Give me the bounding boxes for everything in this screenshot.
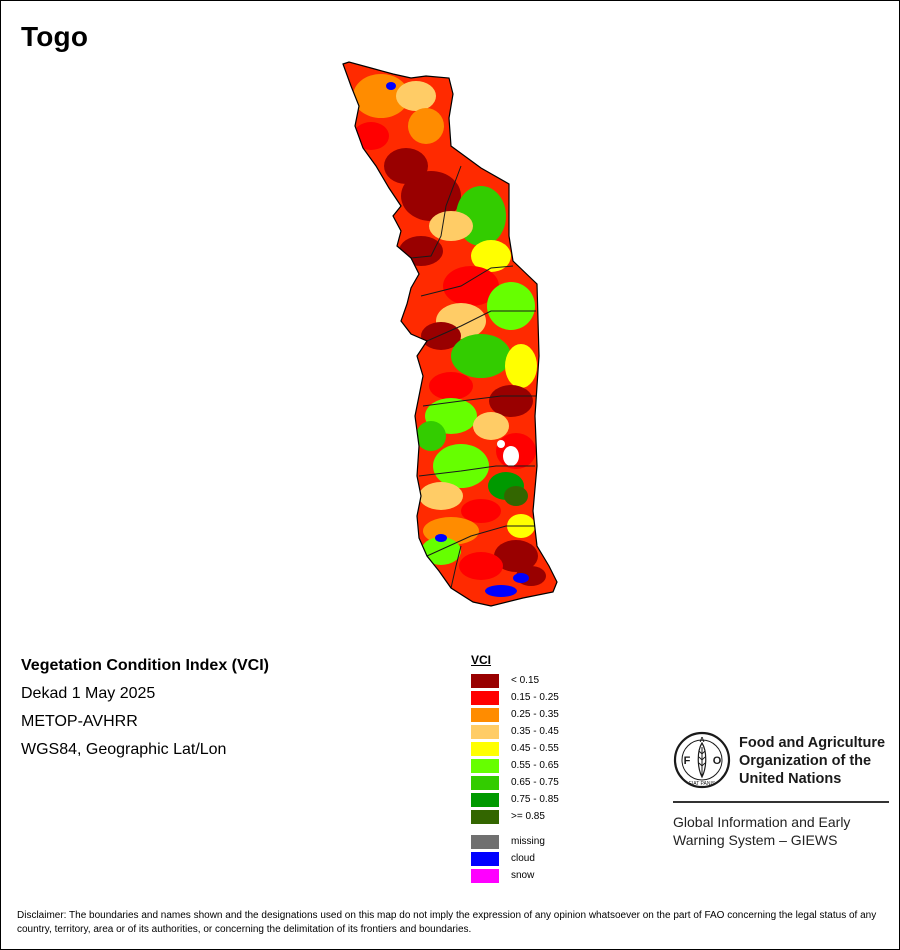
legend-extra-row: missing (471, 833, 559, 850)
legend-class-label: 0.25 - 0.35 (511, 709, 559, 720)
legend-extra-label: cloud (511, 853, 535, 864)
vci-legend: VCI < 0.15 0.15 - 0.25 0.25 - 0.35 0.35 - 0… (471, 653, 559, 884)
legend-class-label: >= 0.85 (511, 811, 545, 822)
togo-map-svg (342, 61, 558, 607)
fao-logo-motto: FIAT PANIS (689, 781, 716, 787)
legend-extra-label: snow (511, 870, 535, 881)
map-metadata: Vegetation Condition Index (VCI) Dekad 1… (21, 657, 269, 769)
giews-label: Global Information and Early Warning Sys… (673, 813, 889, 849)
legend-class-label: 0.45 - 0.55 (511, 743, 559, 754)
legend-classes: < 0.15 0.15 - 0.25 0.25 - 0.35 0.35 - 0.45 0… (471, 672, 559, 825)
legend-class-row: 0.25 - 0.35 (471, 706, 559, 723)
fao-logo-o: O (713, 755, 722, 767)
legend-class-row: >= 0.85 (471, 808, 559, 825)
fao-branding: F O A FIAT PANIS Food and Agriculture Or… (673, 731, 889, 849)
legend-extra-swatch (471, 851, 499, 866)
legend-class-row: 0.75 - 0.85 (471, 791, 559, 808)
legend-class-label: 0.75 - 0.85 (511, 794, 559, 805)
legend-class-swatch (471, 741, 499, 756)
period-label: Dekad 1 May 2025 (21, 685, 156, 702)
legend-class-label: 0.65 - 0.75 (511, 777, 559, 788)
legend-class-row: < 0.15 (471, 672, 559, 689)
legend-class-swatch (471, 775, 499, 790)
legend-class-label: < 0.15 (511, 675, 540, 686)
fao-name: Food and Agriculture Organization of the… (739, 731, 885, 788)
legend-class-row: 0.35 - 0.45 (471, 723, 559, 740)
fao-name-line1: Food and Agriculture (739, 735, 886, 751)
legend-extra-row: snow (471, 867, 559, 884)
legend-class-swatch (471, 792, 499, 807)
giews-line2: Warning System – GIEWS (673, 832, 838, 848)
legend-extra-label: missing (511, 836, 545, 847)
legend-extra-swatch (471, 834, 499, 849)
fao-logo-a: A (699, 737, 704, 744)
legend-class-label: 0.35 - 0.45 (511, 726, 559, 737)
legend-class-swatch (471, 809, 499, 824)
disclaimer-text: Disclaimer: The boundaries and names sho… (17, 910, 877, 935)
legend-class-swatch (471, 707, 499, 722)
giews-line1: Global Information and Early (673, 814, 851, 830)
index-title: Vegetation Condition Index (VCI) (21, 657, 269, 674)
legend-extra-row: cloud (471, 850, 559, 867)
legend-class-row: 0.15 - 0.25 (471, 689, 559, 706)
projection-label: WGS84, Geographic Lat/Lon (21, 741, 227, 758)
legend-extra-swatch (471, 868, 499, 883)
fao-logo-icon: F O A FIAT PANIS (673, 731, 731, 789)
legend-class-label: 0.15 - 0.25 (511, 692, 559, 703)
legend-extra: missing cloud snow (471, 833, 559, 884)
legend-class-swatch (471, 758, 499, 773)
legend-class-swatch (471, 690, 499, 705)
legend-class-row: 0.55 - 0.65 (471, 757, 559, 774)
fao-name-line2: Organization of the (739, 753, 872, 769)
fao-logo-f: F (684, 755, 691, 767)
map-title: Togo (21, 21, 89, 52)
legend-class-row: 0.45 - 0.55 (471, 740, 559, 757)
legend-title: VCI (471, 653, 492, 667)
fao-divider (673, 801, 889, 803)
legend-class-swatch (471, 724, 499, 739)
sensor-label: METOP-AVHRR (21, 713, 138, 730)
legend-class-swatch (471, 673, 499, 688)
region-boundaries (410, 165, 536, 589)
legend-class-row: 0.65 - 0.75 (471, 774, 559, 791)
legend-class-label: 0.55 - 0.65 (511, 760, 559, 771)
togo-vci-map (331, 56, 571, 616)
fao-name-line3: United Nations (739, 771, 842, 787)
